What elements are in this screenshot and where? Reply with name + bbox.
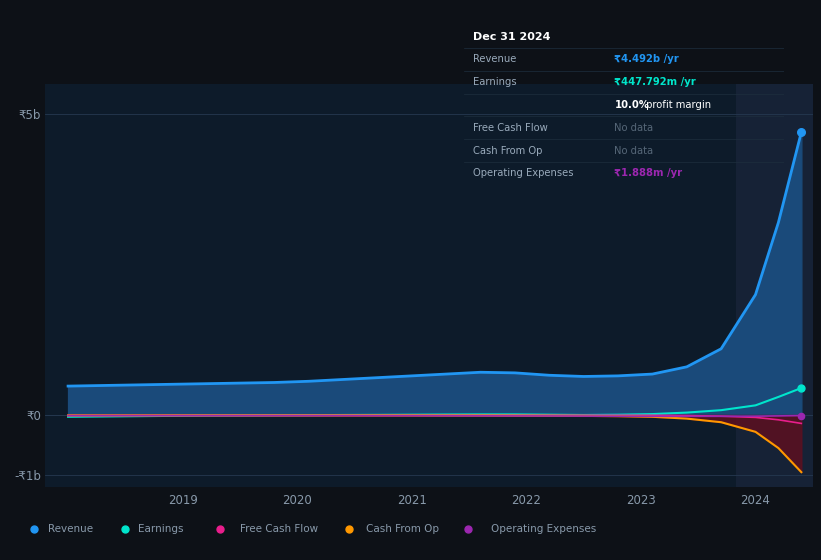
Text: Revenue: Revenue	[474, 54, 517, 64]
Text: Operating Expenses: Operating Expenses	[474, 169, 574, 179]
Text: Cash From Op: Cash From Op	[474, 146, 543, 156]
Text: Free Cash Flow: Free Cash Flow	[240, 525, 318, 534]
Text: ₹1.888m /yr: ₹1.888m /yr	[614, 169, 682, 179]
Text: Operating Expenses: Operating Expenses	[491, 525, 596, 534]
Text: Earnings: Earnings	[138, 525, 183, 534]
Text: Cash From Op: Cash From Op	[366, 525, 439, 534]
Text: Dec 31 2024: Dec 31 2024	[474, 31, 551, 41]
Text: ₹4.492b /yr: ₹4.492b /yr	[614, 54, 679, 64]
Text: No data: No data	[614, 123, 654, 133]
Point	[795, 128, 808, 137]
Text: profit margin: profit margin	[643, 100, 711, 110]
Text: No data: No data	[614, 146, 654, 156]
Text: ₹447.792m /yr: ₹447.792m /yr	[614, 77, 696, 87]
Text: Free Cash Flow: Free Cash Flow	[474, 123, 548, 133]
Text: Earnings: Earnings	[474, 77, 517, 87]
Text: Revenue: Revenue	[48, 525, 93, 534]
Bar	[736, 84, 813, 487]
Point	[795, 384, 808, 393]
Text: 10.0%: 10.0%	[614, 100, 649, 110]
Point	[795, 411, 808, 420]
